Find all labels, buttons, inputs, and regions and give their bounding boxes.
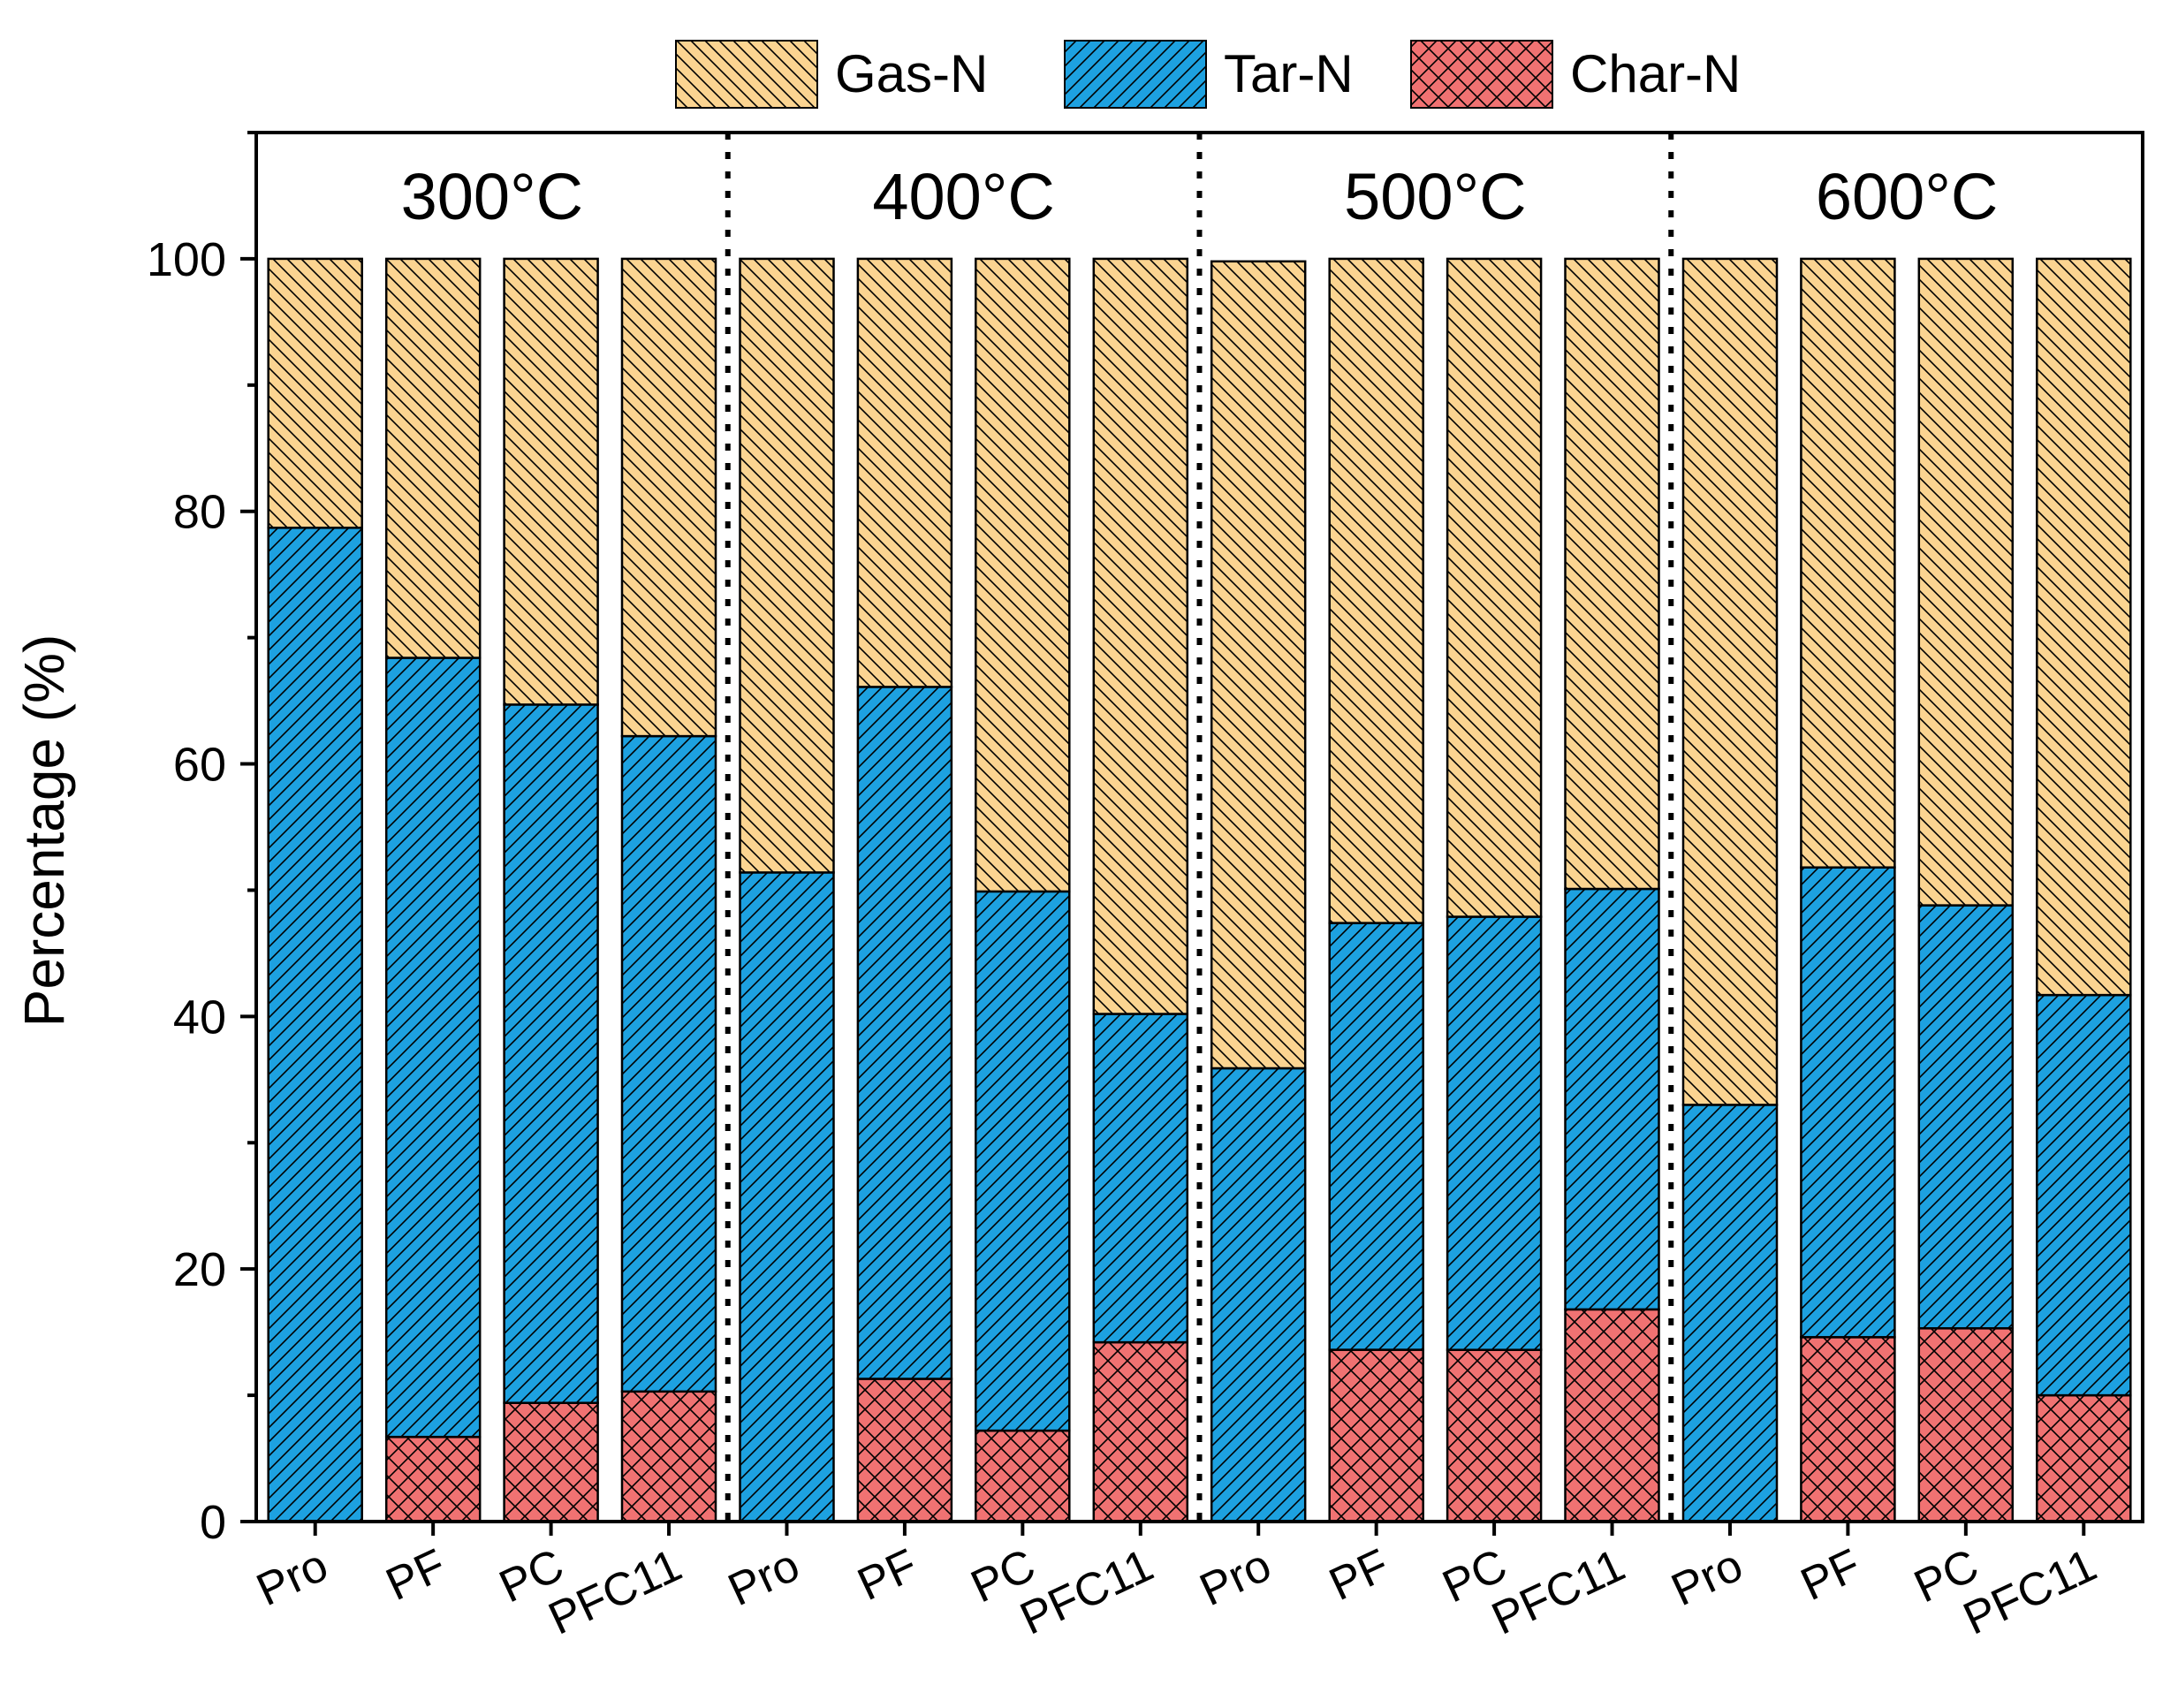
bar-gas-n-7 [1092, 257, 1189, 1015]
y-tick-label-40: 40 [173, 991, 226, 1044]
legend-label-char: Char-N [1570, 44, 1741, 103]
legend-swatch-tar [1064, 40, 1207, 109]
y-tick-label-100: 100 [147, 233, 226, 286]
bar-gas-n-13 [1800, 257, 1896, 869]
bar-char-n-9 [1328, 1348, 1424, 1523]
x-tick-label-5: PF [850, 1539, 925, 1611]
x-tick-label-3: PFC11 [541, 1539, 689, 1644]
bar-gas-n-4 [739, 257, 835, 874]
bars-layer [267, 257, 2132, 1523]
bar-tar-n-4 [739, 871, 835, 1523]
bar-char-n-15 [2036, 1393, 2132, 1523]
bar-tar-n-13 [1800, 866, 1896, 1339]
bar-gas-n-9 [1328, 257, 1424, 924]
bar-tar-n-6 [975, 890, 1071, 1432]
bar-char-n-1 [384, 1436, 482, 1523]
legend-item-gas: Gas-N [675, 40, 988, 109]
bar-tar-n-8 [1210, 1067, 1307, 1523]
group-label-2: 500°C [1344, 160, 1527, 233]
y-tick-label-0: 0 [200, 1496, 226, 1549]
bar-gas-n-10 [1446, 257, 1543, 918]
group-labels: 300°C 400°C 500°C 600°C [401, 160, 1999, 233]
bar-char-n-7 [1092, 1340, 1189, 1523]
x-tick-label-12: Pro [1664, 1539, 1750, 1616]
bar-gas-n-15 [2036, 257, 2132, 997]
x-tick-label-0: Pro [249, 1539, 336, 1616]
bar-gas-n-5 [856, 257, 953, 688]
bar-char-n-14 [1917, 1327, 2015, 1523]
x-tick-label-11: PFC11 [1484, 1539, 1633, 1644]
y-tick-label-60: 60 [173, 739, 226, 792]
x-tick-label-7: PFC11 [1013, 1539, 1161, 1644]
bar-gas-n-14 [1917, 257, 2015, 907]
bar-tar-n-2 [503, 703, 599, 1404]
bar-tar-n-12 [1681, 1104, 1779, 1523]
bar-tar-n-15 [2036, 993, 2132, 1397]
y-axis-title: Percentage (%) [12, 634, 76, 1028]
bar-gas-n-12 [1681, 257, 1779, 1106]
bar-char-n-10 [1446, 1348, 1543, 1523]
bar-gas-n-8 [1210, 260, 1307, 1070]
group-label-3: 600°C [1816, 160, 1999, 233]
bar-gas-n-2 [503, 257, 599, 706]
group-label-1: 400°C [872, 160, 1055, 233]
legend-swatch-char [1410, 40, 1553, 109]
x-tick-label-13: PF [1794, 1539, 1869, 1611]
x-tick-label-1: PF [378, 1539, 453, 1611]
legend-label-gas: Gas-N [835, 44, 988, 103]
bar-gas-n-0 [267, 257, 363, 529]
legend-swatch-gas [675, 40, 818, 109]
x-tick-label-8: Pro [1192, 1539, 1279, 1616]
bar-tar-n-5 [856, 686, 953, 1380]
bar-char-n-3 [620, 1390, 717, 1523]
bar-gas-n-6 [975, 257, 1071, 893]
legend-item-char: Char-N [1410, 40, 1741, 109]
legend: Gas-N Tar-N Char-N [675, 40, 1741, 109]
y-tick-label-80: 80 [173, 486, 226, 539]
bar-tar-n-14 [1917, 904, 2015, 1330]
bar-gas-n-3 [620, 257, 717, 738]
bar-tar-n-7 [1092, 1013, 1189, 1344]
bar-char-n-11 [1564, 1308, 1660, 1523]
bar-tar-n-10 [1446, 915, 1543, 1351]
bar-char-n-6 [975, 1429, 1071, 1523]
x-tick-label-4: Pro [721, 1539, 808, 1616]
y-tick-label-20: 20 [173, 1243, 226, 1296]
bar-char-n-2 [503, 1401, 599, 1523]
bar-char-n-13 [1800, 1336, 1896, 1523]
bar-char-n-5 [856, 1378, 953, 1523]
bar-tar-n-3 [620, 734, 717, 1393]
plot-frame [254, 131, 2144, 1523]
bar-gas-n-1 [384, 257, 482, 659]
legend-item-tar: Tar-N [1064, 40, 1354, 109]
x-tick-label-15: PFC11 [1956, 1539, 2105, 1644]
x-tick-label-9: PF [1322, 1539, 1397, 1611]
bar-tar-n-0 [267, 527, 363, 1523]
bar-gas-n-11 [1564, 257, 1660, 891]
bar-tar-n-11 [1564, 887, 1660, 1311]
group-label-0: 300°C [401, 160, 584, 233]
bar-tar-n-1 [384, 657, 482, 1439]
bar-tar-n-9 [1328, 922, 1424, 1351]
legend-label-tar: Tar-N [1224, 44, 1354, 103]
